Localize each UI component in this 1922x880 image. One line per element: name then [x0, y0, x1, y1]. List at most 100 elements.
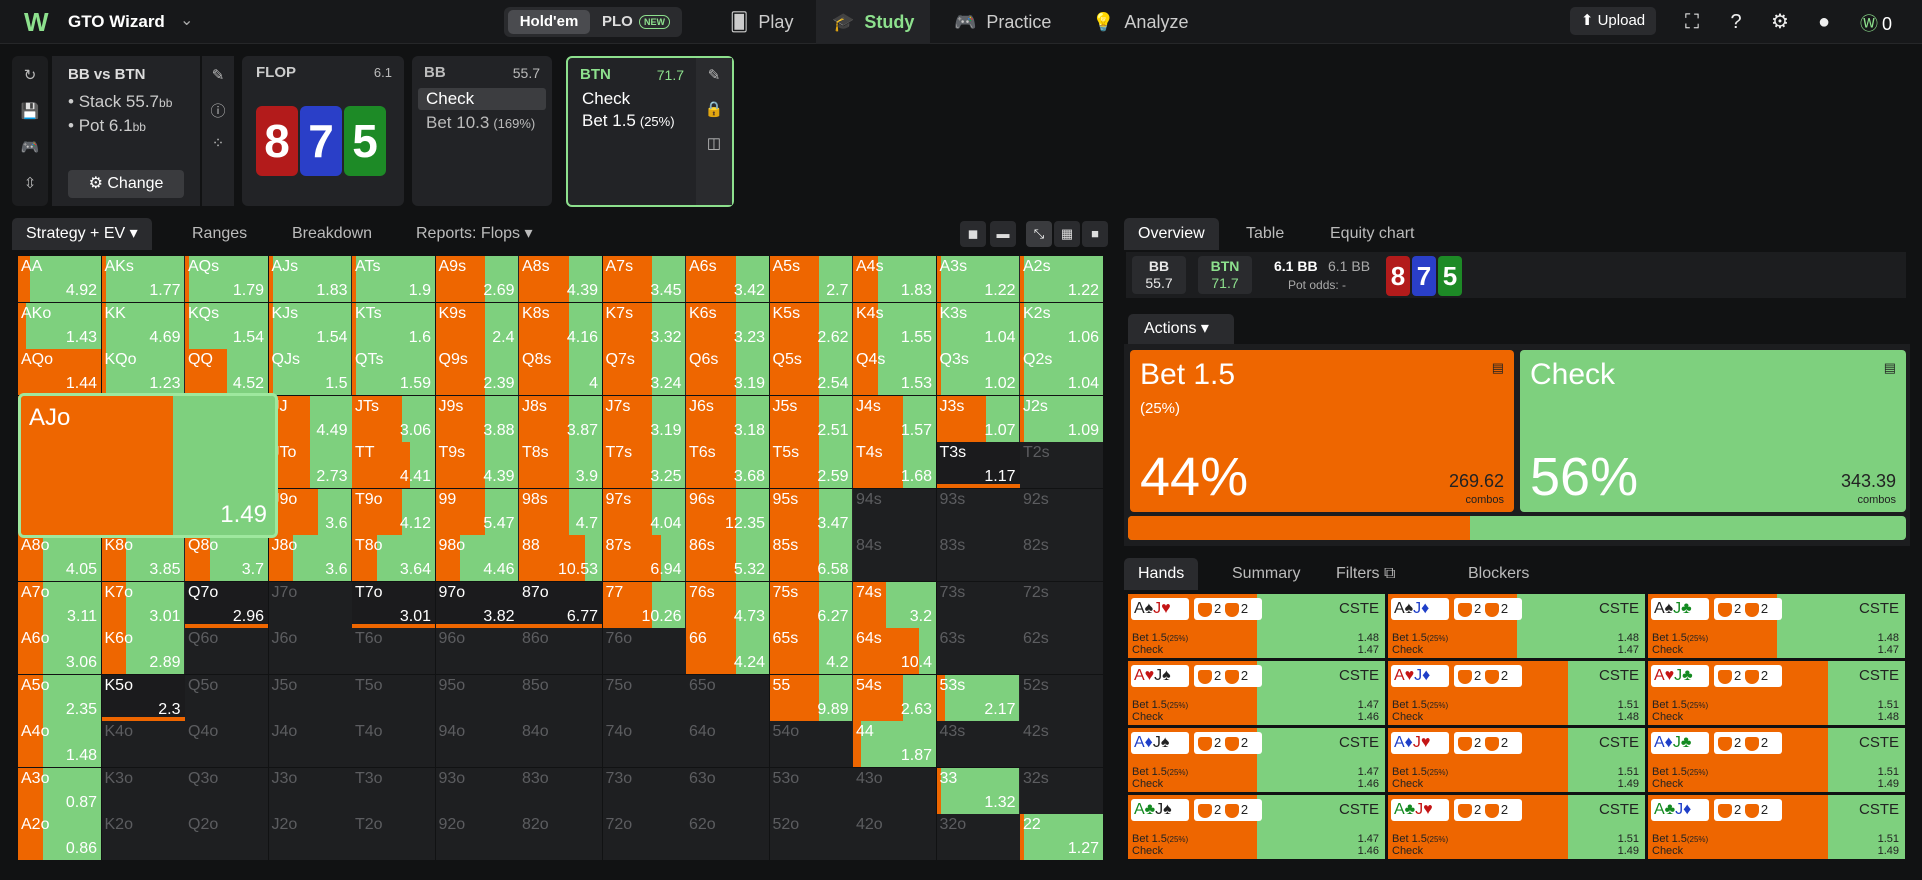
action-check[interactable]: Check 56% 343.39 combos ▤: [1520, 350, 1906, 512]
hand-cell-77[interactable]: 77 10.26: [602, 581, 686, 628]
screenshot-icon[interactable]: ⛶: [1685, 11, 1699, 33]
tab-equity-chart[interactable]: Equity chart: [1330, 225, 1415, 242]
hand-cell-AKo[interactable]: AKo 1.43: [18, 302, 101, 349]
hand-cell-Q4o[interactable]: Q4o: [185, 721, 268, 767]
hand-cell-K6o[interactable]: K6o 2.89: [101, 628, 185, 674]
hand-cell-54o[interactable]: 54o: [769, 721, 853, 767]
hand-cell-86o[interactable]: 86o: [519, 628, 602, 674]
tab-filters[interactable]: Filters ⧉: [1322, 558, 1409, 590]
hand-cell-T9o[interactable]: T9o 4.12: [352, 488, 435, 535]
hand-cell-85s[interactable]: 85s 6.58: [769, 535, 853, 581]
hand-cell-98o[interactable]: 98o 4.46: [435, 535, 519, 581]
hand-cell-42o[interactable]: 42o: [853, 814, 936, 860]
expand-icon[interactable]: ⇳: [23, 175, 37, 192]
bb-node[interactable]: BB 55.7 Check Bet 10.3 (169%): [412, 56, 552, 206]
hand-cell-75o[interactable]: 75o: [602, 674, 686, 721]
hand-cell-T6s[interactable]: T6s 3.68: [686, 442, 769, 488]
hand-cell-43o[interactable]: 43o: [853, 767, 936, 814]
hand-cell-A7o[interactable]: A7o 3.11: [18, 581, 101, 628]
hand-cell-A2s[interactable]: A2s 1.22: [1020, 256, 1103, 302]
btn-option-bet[interactable]: Bet 1.5 (25%): [574, 110, 692, 132]
change-button[interactable]: ⚙ Change: [68, 170, 184, 198]
bb-option-bet[interactable]: Bet 10.3 (169%): [418, 112, 546, 134]
split-icon[interactable]: ◫: [706, 135, 722, 152]
hand-cell-J4o[interactable]: J4o: [268, 721, 352, 767]
hand-cell-Q6s[interactable]: Q6s 3.19: [686, 349, 769, 395]
wizard-logo-icon[interactable]: W: [24, 7, 49, 37]
hand-cell-J6o[interactable]: J6o: [268, 628, 352, 674]
hand-cell-Q7o[interactable]: Q7o 2.96: [185, 581, 268, 628]
btn-option-check[interactable]: Check: [582, 89, 631, 108]
hand-cell-K2o[interactable]: K2o: [101, 814, 185, 860]
tab-blockers[interactable]: Blockers: [1468, 565, 1530, 582]
hand-cell-T9s[interactable]: T9s 4.39: [435, 442, 519, 488]
hand-cell-66[interactable]: 66 4.24: [686, 628, 769, 674]
hand-cell-JTo[interactable]: JTo 2.73: [268, 442, 352, 488]
hand-cell-52s[interactable]: 52s: [1020, 674, 1103, 721]
hand-cell-A6o[interactable]: A6o 3.06: [18, 628, 101, 674]
hand-cell-87s[interactable]: 87s 6.94: [602, 535, 686, 581]
hand-cell-93s[interactable]: 93s: [936, 488, 1020, 535]
hand-cell-97s[interactable]: 97s 4.04: [602, 488, 686, 535]
hand-cell-T6o[interactable]: T6o: [352, 628, 435, 674]
hand-cell-T4s[interactable]: T4s 1.68: [853, 442, 936, 488]
hand-cell-T2s[interactable]: T2s: [1020, 442, 1103, 488]
tab-summary[interactable]: Summary: [1232, 565, 1301, 582]
hand-cell-K3s[interactable]: K3s 1.04: [936, 302, 1020, 349]
hand-cell-95o[interactable]: 95o: [435, 674, 519, 721]
hand-cell-T4o[interactable]: T4o: [352, 721, 435, 767]
btn-node[interactable]: BTN 71.7 Check Bet 1.5 (25%) ✎ 🔒 ◫: [566, 56, 734, 207]
hand-cell-55[interactable]: 55 9.89: [769, 674, 853, 721]
hand-combo-cell[interactable]: A♥J♦ 2 2 CSTE Bet 1.5(25%) Check 1.51 1.48: [1388, 661, 1645, 725]
hand-cell-63s[interactable]: 63s: [936, 628, 1020, 674]
hand-cell-97o[interactable]: 97o 3.82: [435, 581, 519, 628]
hand-cell-65s[interactable]: 65s 4.2: [769, 628, 853, 674]
nav-play[interactable]: 🂠 Play: [714, 0, 809, 44]
help-icon[interactable]: ?: [1730, 11, 1742, 33]
hand-cell-76s[interactable]: 76s 4.73: [686, 581, 769, 628]
hand-cell-94o[interactable]: 94o: [435, 721, 519, 767]
square-icon[interactable]: ■: [1082, 221, 1108, 247]
tab-overview[interactable]: Overview: [1124, 218, 1219, 250]
tab-ranges[interactable]: Ranges: [192, 225, 248, 242]
hand-cell-96o[interactable]: 96o: [435, 628, 519, 674]
hand-cell-K3o[interactable]: K3o: [101, 767, 185, 814]
hand-cell-J3o[interactable]: J3o: [268, 767, 352, 814]
hand-cell-T2o[interactable]: T2o: [352, 814, 435, 860]
hand-cell-99[interactable]: 99 5.47: [435, 488, 519, 535]
hand-combo-cell[interactable]: A♣J♦ 2 2 CSTE Bet 1.5(25%) Check 1.51 1.49: [1648, 795, 1905, 859]
hand-cell-T8s[interactable]: T8s 3.9: [519, 442, 602, 488]
bb-option-check[interactable]: Check: [418, 88, 546, 110]
hand-cell-K5o[interactable]: K5o 2.3: [101, 674, 185, 721]
hand-cell-62s[interactable]: 62s: [1020, 628, 1103, 674]
hand-cell-K4o[interactable]: K4o: [101, 721, 185, 767]
hand-cell-Q3s[interactable]: Q3s 1.02: [936, 349, 1020, 395]
hand-cell-A8o[interactable]: A8o 4.05: [18, 535, 101, 581]
hand-cell-74o[interactable]: 74o: [602, 721, 686, 767]
hand-cell-32s[interactable]: 32s: [1020, 767, 1103, 814]
hand-cell-84s[interactable]: 84s: [853, 535, 936, 581]
hand-cell-KJs[interactable]: KJs 1.54: [268, 302, 352, 349]
hand-combo-cell[interactable]: A♥J♠ 2 2 CSTE Bet 1.5(25%) Check 1.47 1.46: [1128, 661, 1385, 725]
hand-combo-cell[interactable]: A♣J♠ 2 2 CSTE Bet 1.5(25%) Check 1.47 1.46: [1128, 795, 1385, 859]
hand-cell-J9o[interactable]: J9o 3.6: [268, 488, 352, 535]
hand-cell-92s[interactable]: 92s: [1020, 488, 1103, 535]
hand-cell-J5s[interactable]: J5s 2.51: [769, 395, 853, 442]
hand-combo-cell[interactable]: A♥J♣ 2 2 CSTE Bet 1.5(25%) Check 1.51 1.48: [1648, 661, 1905, 725]
hand-cell-A7s[interactable]: A7s 3.45: [602, 256, 686, 302]
hand-cell-52o[interactable]: 52o: [769, 814, 853, 860]
hand-cell-Q2s[interactable]: Q2s 1.04: [1020, 349, 1103, 395]
action-bet[interactable]: Bet 1.5 (25%) 44% 269.62 combos ▤: [1130, 350, 1514, 512]
hand-cell-K4s[interactable]: K4s 1.55: [853, 302, 936, 349]
nav-practice[interactable]: 🎮 Practice: [938, 0, 1067, 44]
hand-cell-82s[interactable]: 82s: [1020, 535, 1103, 581]
hand-cell-76o[interactable]: 76o: [602, 628, 686, 674]
hand-cell-KQo[interactable]: KQo 1.23: [101, 349, 185, 395]
hand-cell-A4o[interactable]: A4o 1.48: [18, 721, 101, 767]
hand-cell-32o[interactable]: 32o: [936, 814, 1020, 860]
hand-cell-AJs[interactable]: AJs 1.83: [268, 256, 352, 302]
hand-cell-Q3o[interactable]: Q3o: [185, 767, 268, 814]
hand-cell-J8s[interactable]: J8s 3.87: [519, 395, 602, 442]
hand-cell-95s[interactable]: 95s 3.47: [769, 488, 853, 535]
hand-cell-T5o[interactable]: T5o: [352, 674, 435, 721]
